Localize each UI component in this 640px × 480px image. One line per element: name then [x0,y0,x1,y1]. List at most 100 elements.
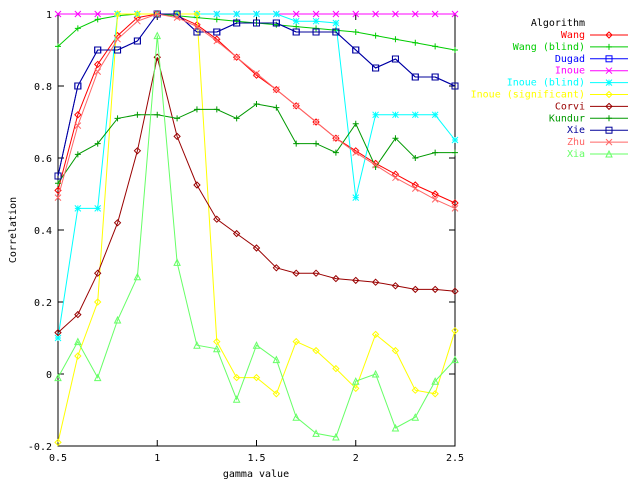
data-point [605,31,613,39]
data-point [233,10,241,18]
data-point [113,10,122,18]
data-point [312,118,320,126]
data-point [272,86,280,93]
series-line [57,35,456,438]
y-tick-label: 0.4 [34,226,52,237]
data-point [371,330,380,339]
x-tick-label: 2 [353,453,359,464]
data-point [54,438,62,447]
data-point [431,111,439,119]
data-point [411,73,419,81]
data-point [352,194,360,201]
data-point [411,185,419,192]
data-point [134,17,141,25]
data-point [332,134,340,142]
data-point [292,413,301,421]
series-corvi [54,53,459,337]
data-point [272,264,281,272]
data-point [232,229,241,238]
data-point [213,10,221,18]
data-point [74,111,82,119]
data-point [431,285,439,294]
data-point [113,219,122,227]
data-point [605,55,613,63]
data-point [114,46,122,54]
data-point [93,373,102,382]
data-point [392,36,399,43]
data-point [213,28,221,36]
data-point [313,25,320,32]
data-point [372,161,379,169]
data-point [272,85,281,94]
data-point [173,14,181,21]
data-point [74,310,82,319]
data-point [213,337,221,346]
data-point [392,174,399,182]
data-point [54,10,62,18]
data-point [431,390,439,398]
data-point [133,272,142,281]
data-point [292,102,300,110]
data-point [372,10,379,18]
data-point [391,346,400,355]
data-point [332,28,340,36]
data-point [411,10,419,18]
data-point [272,390,281,398]
data-point [193,10,201,18]
series-zhu [54,10,459,212]
data-point [452,149,458,156]
legend-label: Corvi [555,101,585,112]
data-point [391,55,399,63]
data-point [213,106,220,113]
legend-label: Xia [567,149,585,160]
data-point [332,10,340,18]
data-point [411,386,420,394]
data-point [312,28,320,36]
data-point [292,17,300,25]
data-point [352,149,360,156]
data-point [451,82,459,90]
series-xia [54,31,459,441]
data-point [605,67,613,75]
data-point [352,276,360,285]
data-point [154,111,161,118]
series-layer [54,10,459,447]
series-line [57,13,456,204]
data-point [232,373,241,382]
legend-label: Kundur [549,113,585,124]
data-point [253,19,260,27]
legend-label: Xie [567,125,585,136]
data-point [233,115,240,122]
data-point [93,60,102,69]
legend-label: Inoue (blind) [507,78,585,89]
data-point [332,149,339,156]
data-point [431,196,439,203]
data-point [352,29,359,35]
data-point [94,46,102,54]
data-point [606,115,612,122]
legend-label: Wang (blind) [513,42,585,53]
data-point [93,269,102,277]
series-kundur [55,101,458,187]
data-point [372,111,379,119]
series-line [57,13,456,177]
data-point [94,140,101,147]
series-line [57,13,456,209]
data-point [193,28,201,36]
data-point [352,10,360,18]
data-point [253,10,260,18]
x-tick-label: 1.5 [247,453,265,464]
series-line [57,13,456,443]
data-point [213,37,221,45]
legend-title: Algorithm [531,18,585,29]
data-point [605,79,613,86]
y-tick-label: 0 [46,370,52,381]
data-point [233,19,241,27]
data-point [332,432,340,441]
data-point [292,28,300,36]
data-point [54,172,62,180]
data-point [605,149,613,158]
data-point [233,53,241,61]
data-point [372,32,379,39]
data-point [55,43,61,50]
